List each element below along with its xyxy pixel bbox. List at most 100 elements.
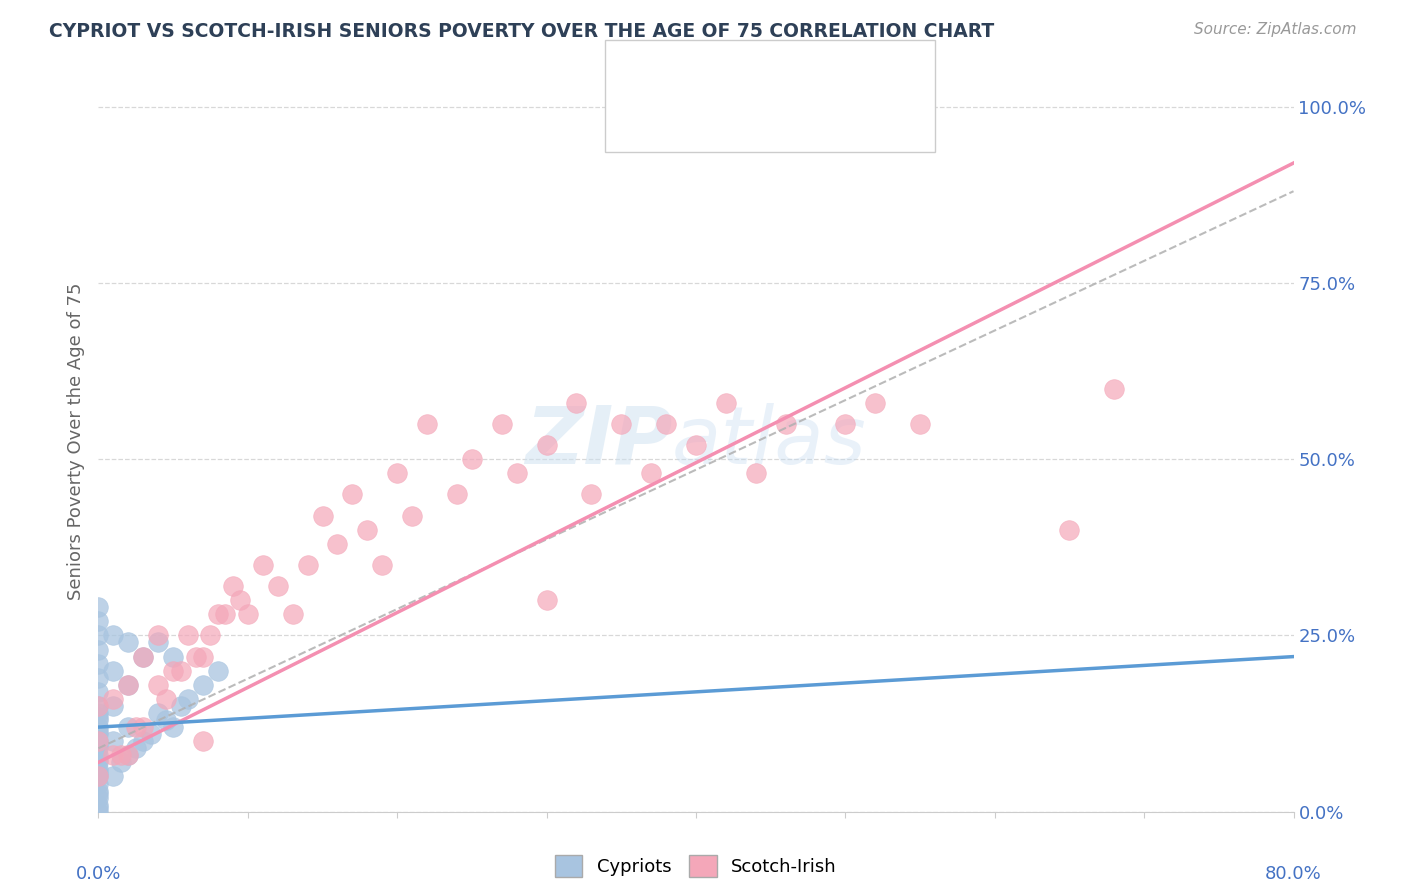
Point	[87, 642, 110, 657]
Point	[229, 593, 252, 607]
Point	[87, 752, 110, 766]
Point	[117, 635, 139, 649]
Point	[87, 801, 110, 815]
Point	[865, 396, 887, 410]
Point	[87, 734, 110, 748]
Text: Source: ZipAtlas.com: Source: ZipAtlas.com	[1194, 22, 1357, 37]
Text: atlas: atlas	[672, 402, 868, 481]
Point	[103, 692, 125, 706]
Point	[834, 417, 856, 431]
Point	[87, 615, 110, 629]
Point	[103, 664, 125, 678]
Point	[714, 396, 737, 410]
Point	[87, 713, 110, 727]
Point	[87, 698, 110, 713]
Point	[87, 797, 110, 812]
Point	[491, 417, 513, 431]
Point	[148, 635, 170, 649]
Point	[162, 720, 184, 734]
Point	[184, 649, 207, 664]
Point	[536, 593, 558, 607]
Point	[581, 487, 603, 501]
Point	[640, 467, 662, 481]
Point	[177, 692, 200, 706]
Point	[103, 698, 125, 713]
Legend: Cypriots, Scotch-Irish: Cypriots, Scotch-Irish	[548, 847, 844, 884]
Point	[148, 628, 170, 642]
Y-axis label: Seniors Poverty Over the Age of 75: Seniors Poverty Over the Age of 75	[66, 283, 84, 600]
Point	[87, 628, 110, 642]
Point	[132, 734, 155, 748]
Point	[87, 685, 110, 699]
Point	[610, 417, 633, 431]
Point	[87, 763, 110, 777]
Text: N = 58: N = 58	[790, 102, 853, 120]
Point	[125, 720, 148, 734]
Point	[162, 664, 184, 678]
Point	[87, 600, 110, 615]
Text: N = 53: N = 53	[790, 56, 853, 74]
Text: R =  0.468: R = 0.468	[664, 102, 759, 120]
Point	[214, 607, 236, 622]
Point	[148, 678, 170, 692]
Point	[132, 649, 155, 664]
Point	[87, 769, 110, 783]
Point	[103, 748, 125, 763]
Text: CYPRIOT VS SCOTCH-IRISH SENIORS POVERTY OVER THE AGE OF 75 CORRELATION CHART: CYPRIOT VS SCOTCH-IRISH SENIORS POVERTY …	[49, 22, 994, 41]
Point	[775, 417, 797, 431]
Point	[87, 766, 110, 780]
Point	[87, 756, 110, 770]
Point	[191, 678, 214, 692]
Point	[87, 790, 110, 805]
Point	[87, 720, 110, 734]
Point	[162, 649, 184, 664]
Point	[745, 467, 768, 481]
Point	[132, 720, 155, 734]
Point	[416, 417, 439, 431]
Point	[169, 664, 191, 678]
Point	[155, 692, 177, 706]
Point	[371, 558, 394, 572]
Point	[87, 671, 110, 685]
Point	[281, 607, 304, 622]
Point	[155, 713, 177, 727]
Point	[1059, 523, 1081, 537]
Point	[191, 734, 214, 748]
Point	[252, 558, 274, 572]
Point	[191, 649, 214, 664]
Point	[103, 628, 125, 642]
Point	[87, 748, 110, 763]
Point	[267, 579, 290, 593]
Point	[132, 649, 155, 664]
Point	[356, 523, 378, 537]
Point	[177, 628, 200, 642]
Text: ZIP: ZIP	[524, 402, 672, 481]
Point	[110, 748, 132, 763]
Point	[169, 698, 191, 713]
Point	[87, 776, 110, 790]
Point	[297, 558, 319, 572]
Point	[342, 487, 364, 501]
Point	[908, 417, 931, 431]
Text: 80.0%: 80.0%	[1265, 864, 1322, 882]
Point	[207, 607, 229, 622]
Point	[125, 741, 148, 756]
Point	[655, 417, 678, 431]
Point	[117, 678, 139, 692]
Point	[87, 698, 110, 713]
Point	[87, 709, 110, 723]
Point	[87, 805, 110, 819]
Point	[87, 723, 110, 738]
Point	[536, 438, 558, 452]
Point	[87, 783, 110, 797]
Point	[222, 579, 245, 593]
Point	[685, 438, 707, 452]
Point	[311, 508, 333, 523]
Point	[117, 720, 139, 734]
Point	[103, 769, 125, 783]
Point	[461, 452, 484, 467]
Point	[87, 706, 110, 720]
Point	[87, 657, 110, 671]
Point	[236, 607, 259, 622]
Point	[446, 487, 468, 501]
